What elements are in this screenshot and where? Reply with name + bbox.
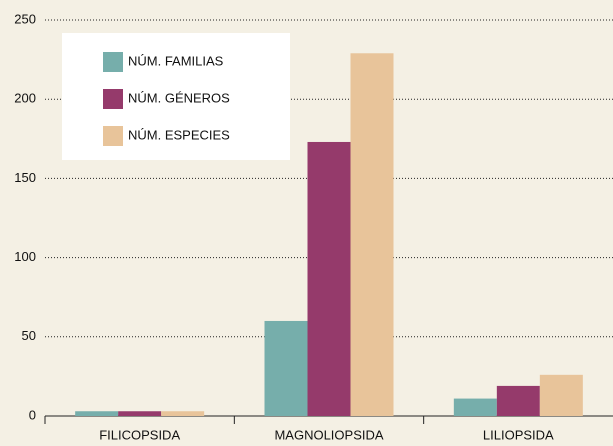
x-tick-label: FILICOPSIDA [99,427,180,442]
bar [539,374,583,416]
x-tick-label: LILIOPSIDA [483,427,554,442]
legend-label: NÚM. FAMILIAS [128,53,224,68]
bar [75,411,119,416]
bar [453,398,497,416]
bar [350,53,394,416]
legend [62,33,290,160]
bar [118,411,162,416]
y-tick-label: 100 [14,249,36,264]
y-tick-label: 50 [22,328,36,343]
legend-label: NÚM. ESPECIES [128,127,230,142]
legend-swatch [103,52,123,72]
legend-swatch [103,126,123,146]
y-tick-label: 0 [29,407,36,422]
y-tick-label: 250 [14,11,36,26]
bar [161,411,205,416]
bar [496,385,540,416]
bar [307,141,351,416]
y-tick-label: 200 [14,91,36,106]
bar [264,320,308,416]
legend-label: NÚM. GÉNEROS [128,90,230,105]
x-tick-label: MAGNOLIOPSIDA [274,427,383,442]
legend-swatch [103,89,123,109]
y-tick-label: 150 [14,170,36,185]
